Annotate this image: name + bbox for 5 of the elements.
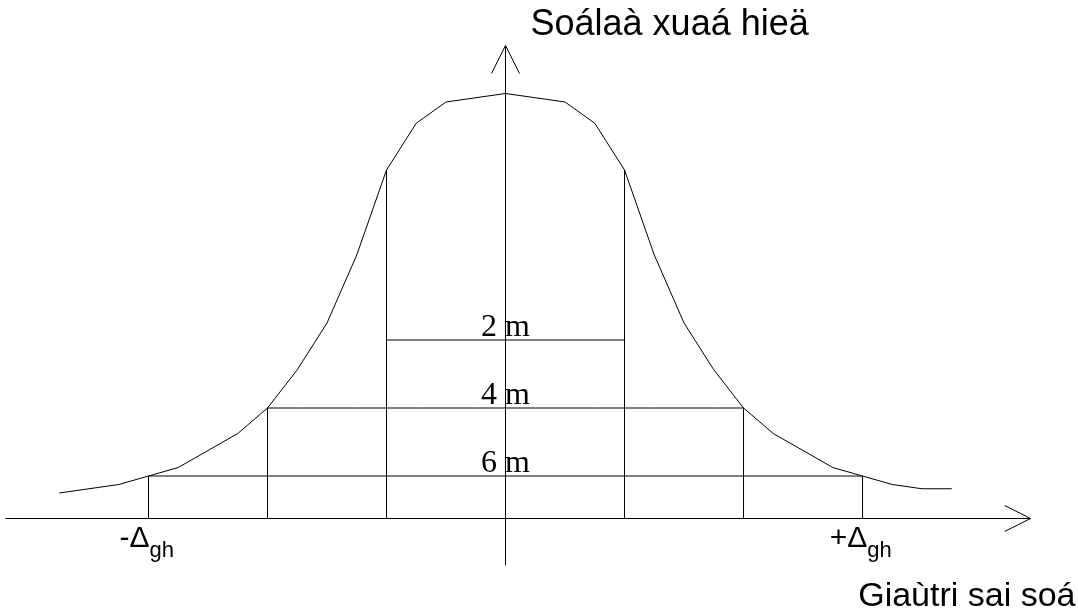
annotation: 2 m	[481, 307, 531, 344]
annotation: 4 m	[481, 375, 531, 412]
annotation: 6 m	[481, 443, 531, 480]
y-axis-title: Soálaà xuaá hieä	[530, 2, 810, 44]
x-axis-title: Giaùtri sai soá	[858, 575, 1076, 611]
